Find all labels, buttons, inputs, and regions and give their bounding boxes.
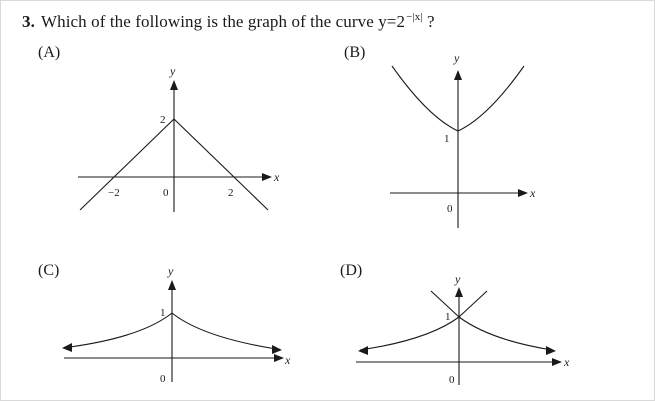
graph-c-x-label: x	[284, 353, 291, 367]
graph-b-curve	[391, 65, 525, 132]
graph-a-curve	[79, 118, 269, 211]
graph-d-curve-right-arrow	[546, 346, 556, 355]
question-body: Which of the following is the graph of t…	[40, 12, 406, 31]
graph-c-tick-y: 1	[160, 307, 166, 319]
graph-d-x-arrow	[552, 358, 562, 366]
graph-d-x-label: x	[563, 355, 570, 369]
graph-c-y-arrow	[168, 280, 176, 290]
graph-b-y-arrow	[454, 70, 462, 80]
graph-b-y-label: y	[453, 51, 460, 65]
graph-d-tick-y: 1	[445, 311, 451, 323]
graph-d[interactable]: y x 1 0	[356, 272, 570, 386]
graph-b[interactable]: y x 1 0	[390, 51, 536, 228]
question-number: 3.	[22, 12, 35, 31]
graph-d-y-label: y	[454, 272, 461, 286]
graph-b-x-label: x	[529, 186, 536, 200]
graph-c-x-arrow	[274, 354, 284, 362]
graph-d-curve-growth	[359, 290, 488, 351]
graph-a-tick-xneg: −2	[108, 187, 120, 199]
graph-a-tick-y: 2	[160, 114, 166, 126]
graph-d-y-arrow	[455, 287, 463, 297]
graph-c-y-label: y	[167, 264, 174, 278]
graph-a[interactable]: y x 2 −2 0 2	[78, 64, 280, 212]
graph-d-curve-left-arrow	[358, 346, 368, 355]
question-end: ?	[422, 12, 435, 31]
graph-c-origin: 0	[160, 373, 166, 385]
graph-c-curve-left-arrow	[62, 343, 72, 352]
graph-d-origin: 0	[449, 374, 455, 386]
option-c-label[interactable]: (C)	[38, 262, 60, 279]
graph-b-tick-y: 1	[444, 133, 450, 145]
option-d-label[interactable]: (D)	[340, 262, 363, 279]
graph-a-x-arrow	[262, 173, 272, 181]
question-text: 3. Which of the following is the graph of…	[22, 11, 435, 32]
graph-c[interactable]: y x 1 0	[62, 264, 291, 385]
graph-a-origin: 0	[163, 187, 169, 199]
graph-a-x-label: x	[273, 170, 280, 184]
graph-b-origin: 0	[447, 203, 453, 215]
graph-a-y-label: y	[169, 64, 176, 78]
graph-c-curve-right-arrow	[272, 345, 282, 354]
graph-d-curve-decay	[430, 290, 553, 351]
graph-a-tick-xpos: 2	[228, 187, 234, 199]
question-exponent: −|x|	[406, 11, 423, 23]
graph-a-y-arrow	[170, 80, 178, 90]
graph-c-curve	[69, 312, 277, 350]
option-a-label[interactable]: (A)	[38, 44, 61, 61]
graph-b-x-arrow	[518, 189, 528, 197]
option-b-label[interactable]: (B)	[344, 44, 366, 61]
